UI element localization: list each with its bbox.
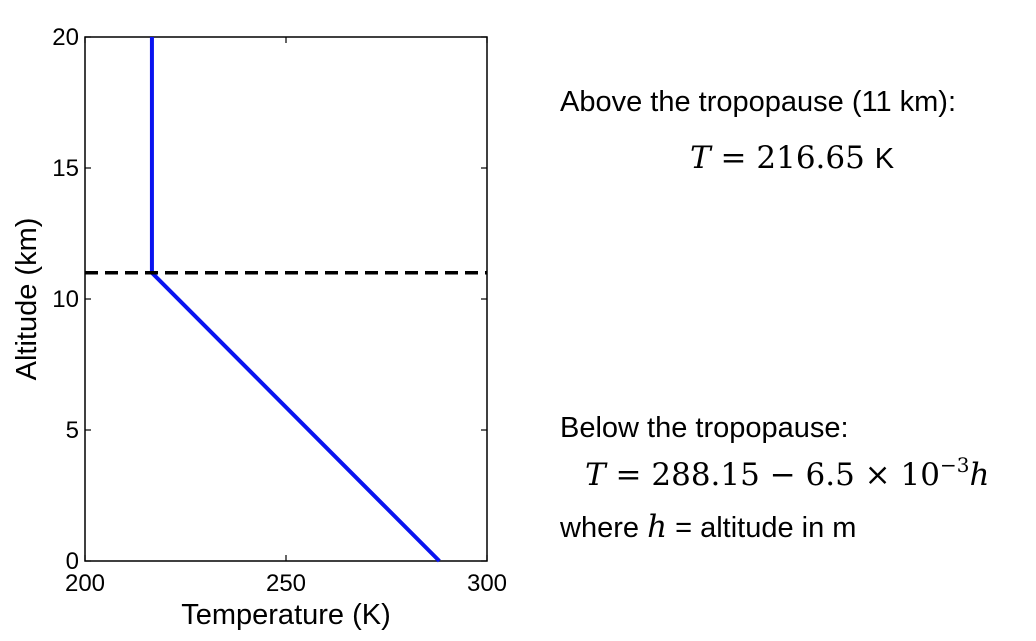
x-tick-label: 200 [65,570,105,597]
altitude-symbol: h [969,457,990,493]
y-tick-label: 0 [66,548,79,575]
exponent: −3 [939,453,970,477]
above-tropopause-equation: T = 216.65 K [690,143,894,174]
plot-area-frame [84,36,488,562]
where-suffix: = altitude in m [675,512,857,544]
y-tick-label: 10 [52,286,79,313]
y-tick-label: 20 [52,24,79,51]
kelvin-unit: K [874,143,895,175]
tick-labels: 200 250 300 0 5 10 15 20 [52,24,507,597]
altitude-definition: where h = altitude in m [560,512,856,543]
y-tick-label: 5 [66,417,79,444]
altitude-symbol: h [647,509,668,545]
below-tropopause-title: Below the tropopause: [560,412,849,444]
y-tick-label: 15 [52,155,79,182]
below-equation-expression: = 288.15 − 6.5 × 10 [615,457,940,493]
temperature-symbol: T [585,457,606,493]
where-prefix: where [560,512,639,544]
data-series [85,37,487,563]
x-tick-label: 250 [266,570,306,597]
above-equation-value: = 216.65 [720,140,865,176]
x-tick-label: 300 [467,570,507,597]
above-tropopause-title: Above the tropopause (11 km): [560,86,957,118]
axis-ticks [84,36,488,562]
temperature-symbol: T [690,140,711,176]
y-axis-label: Altitude (km) [11,218,43,381]
x-axis-label: Temperature (K) [181,599,391,631]
below-tropopause-equation: T = 288.15 − 6.5 × 10−3h [585,455,990,493]
